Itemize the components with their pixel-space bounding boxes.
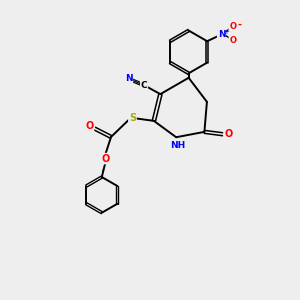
Text: N: N [125, 74, 132, 83]
Text: NH: NH [170, 141, 185, 150]
Text: +: + [223, 29, 229, 35]
Text: O: O [102, 154, 110, 164]
Text: O: O [229, 22, 236, 31]
Text: O: O [224, 129, 232, 139]
Text: C: C [141, 81, 147, 90]
Text: N: N [218, 30, 225, 39]
Text: O: O [85, 121, 94, 131]
Text: O: O [229, 35, 236, 44]
Text: -: - [237, 20, 241, 30]
Text: S: S [129, 113, 136, 124]
